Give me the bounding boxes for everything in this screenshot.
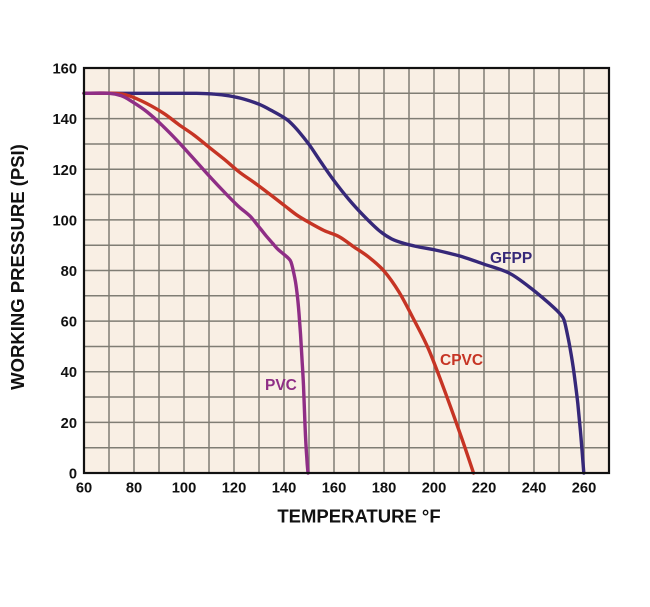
svg-text:100: 100 xyxy=(52,213,77,229)
svg-text:80: 80 xyxy=(61,264,77,280)
svg-text:PVC: PVC xyxy=(265,377,297,394)
svg-text:WORKING PRESSURE (PSI): WORKING PRESSURE (PSI) xyxy=(7,144,28,390)
svg-text:120: 120 xyxy=(52,163,77,179)
svg-text:0: 0 xyxy=(69,467,77,483)
svg-text:60: 60 xyxy=(61,315,77,331)
svg-text:GFPP: GFPP xyxy=(490,250,532,267)
svg-text:140: 140 xyxy=(52,112,77,128)
svg-text:TEMPERATURE °F: TEMPERATURE °F xyxy=(277,506,440,527)
svg-text:260: 260 xyxy=(572,481,597,497)
svg-text:CPVC: CPVC xyxy=(440,352,483,369)
svg-text:200: 200 xyxy=(422,481,447,497)
svg-text:120: 120 xyxy=(222,481,247,497)
svg-text:40: 40 xyxy=(61,365,77,381)
svg-text:160: 160 xyxy=(322,481,347,497)
svg-text:20: 20 xyxy=(61,416,77,432)
svg-text:80: 80 xyxy=(126,481,142,497)
svg-text:60: 60 xyxy=(76,481,92,497)
svg-text:140: 140 xyxy=(272,481,297,497)
svg-text:160: 160 xyxy=(52,62,77,78)
svg-text:220: 220 xyxy=(472,481,497,497)
svg-text:100: 100 xyxy=(172,481,197,497)
svg-text:240: 240 xyxy=(522,481,547,497)
svg-text:180: 180 xyxy=(372,481,397,497)
